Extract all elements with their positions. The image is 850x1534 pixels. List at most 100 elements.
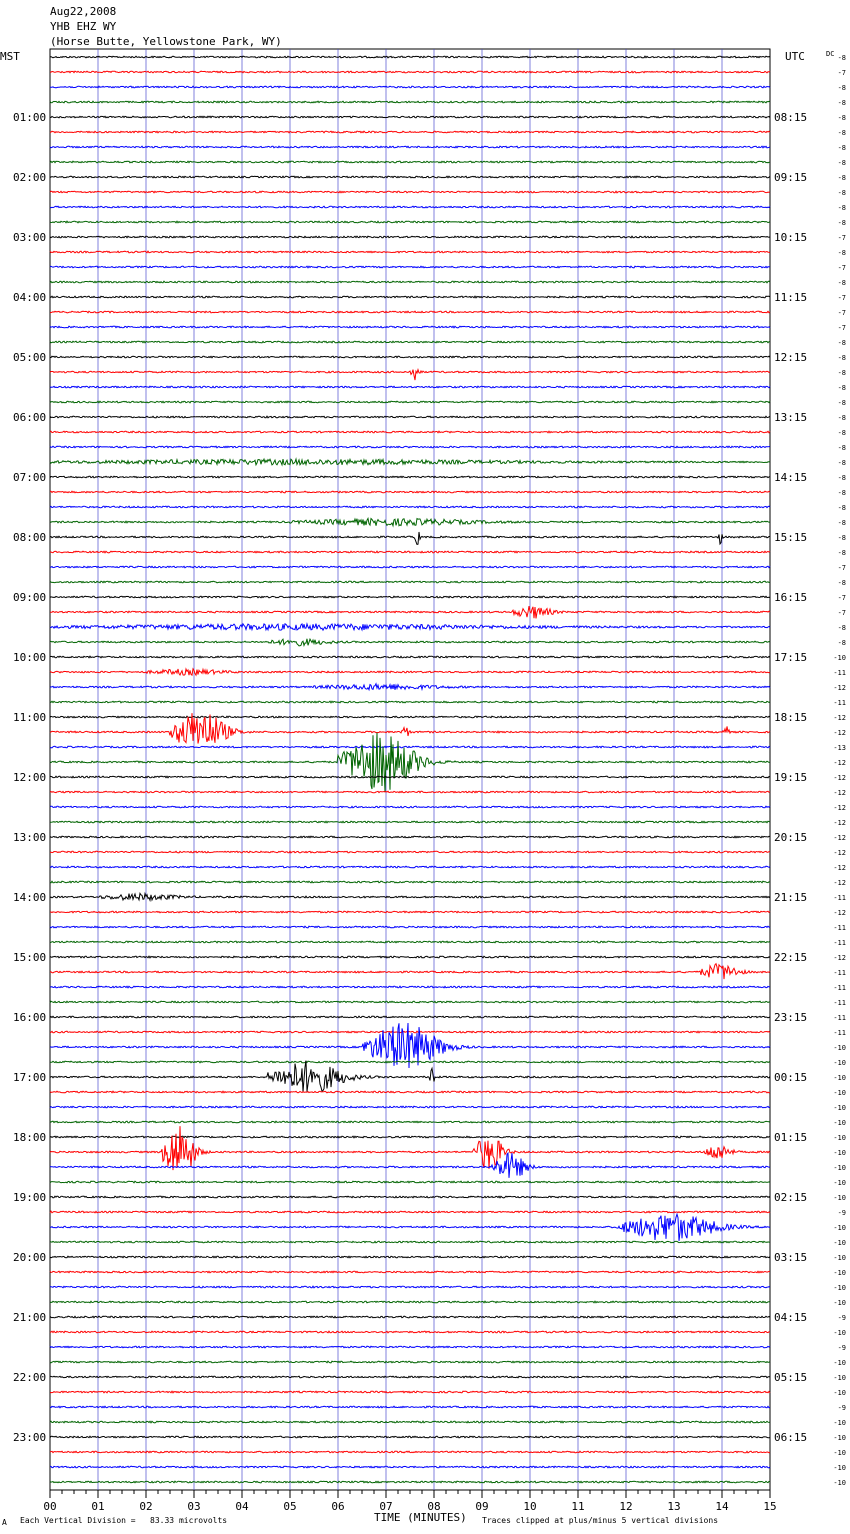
dc-offset-label: -10 bbox=[833, 1449, 846, 1457]
dc-offset-label: -8 bbox=[838, 339, 846, 347]
dc-offset-label: -7 bbox=[838, 594, 846, 602]
trace-row-85 bbox=[49, 1330, 770, 1334]
trace-row-62 bbox=[49, 985, 770, 989]
right-timezone-label: UTC bbox=[785, 50, 805, 63]
hour-label-left: 04:00 bbox=[13, 291, 46, 304]
trace-row-78 bbox=[50, 1212, 771, 1241]
dc-offset-label: -12 bbox=[833, 819, 846, 827]
plot-grid bbox=[49, 48, 771, 1491]
dc-offset-label: -13 bbox=[833, 744, 846, 752]
dc-offset-label: -10 bbox=[833, 1134, 846, 1142]
dc-offset-label: -8 bbox=[838, 639, 846, 647]
dc-offset-label: -8 bbox=[838, 204, 846, 212]
dc-offset-label: -11 bbox=[833, 969, 846, 977]
dc-offset-label: -10 bbox=[833, 1239, 846, 1247]
dc-offset-label: -10 bbox=[833, 1074, 846, 1082]
dc-offset-label: -9 bbox=[838, 1314, 846, 1322]
trace-row-36 bbox=[49, 595, 771, 599]
corner-mark: A bbox=[2, 1518, 7, 1527]
trace-row-29 bbox=[49, 490, 771, 494]
dc-offset-label: -10 bbox=[833, 1179, 846, 1187]
trace-row-2 bbox=[49, 85, 771, 89]
trace-row-61 bbox=[49, 962, 771, 980]
dc-offset-label: -8 bbox=[838, 279, 846, 287]
hour-label-left: 17:00 bbox=[13, 1071, 46, 1084]
dc-offset-label: -10 bbox=[833, 1464, 846, 1472]
hour-label-left: 23:00 bbox=[13, 1431, 46, 1444]
trace-row-76 bbox=[49, 1195, 771, 1199]
trace-row-92 bbox=[49, 1435, 771, 1439]
dc-offset-label: -8 bbox=[838, 459, 846, 467]
dc-offset-label: -7 bbox=[838, 309, 846, 317]
trace-row-63 bbox=[49, 1000, 771, 1004]
trace-row-70 bbox=[49, 1105, 771, 1109]
trace-row-16 bbox=[49, 295, 771, 299]
dc-offset-label: -12 bbox=[833, 729, 846, 737]
trace-row-74 bbox=[49, 1151, 771, 1178]
dc-offset-label: -7 bbox=[838, 609, 846, 617]
trace-row-75 bbox=[49, 1180, 771, 1184]
dc-offset-label: -7 bbox=[838, 69, 846, 77]
hour-label-right: 10:15 bbox=[774, 231, 807, 244]
dc-offset-label: -10 bbox=[833, 1044, 846, 1052]
trace-row-91 bbox=[49, 1420, 771, 1424]
dc-offset-label: -8 bbox=[838, 84, 846, 92]
dc-offset-label: -8 bbox=[838, 579, 846, 587]
x-tick-label: 15 bbox=[763, 1500, 776, 1513]
trace-row-20 bbox=[49, 355, 771, 359]
dc-offset-label: -7 bbox=[838, 564, 846, 572]
dc-label: DC bbox=[826, 50, 834, 58]
dc-offset-label: -10 bbox=[833, 1254, 846, 1262]
hour-label-right: 23:15 bbox=[774, 1011, 807, 1024]
x-tick-label: 14 bbox=[715, 1500, 729, 1513]
trace-row-93 bbox=[49, 1450, 771, 1454]
x-tick-label: 13 bbox=[667, 1500, 680, 1513]
trace-row-60 bbox=[49, 955, 771, 959]
hour-label-left: 09:00 bbox=[13, 591, 46, 604]
dc-offset-label: -8 bbox=[838, 414, 846, 422]
trace-row-19 bbox=[49, 340, 771, 344]
trace-row-25 bbox=[49, 430, 771, 434]
trace-row-8 bbox=[49, 175, 771, 179]
trace-row-0 bbox=[49, 55, 771, 59]
dc-offset-label: -10 bbox=[833, 1119, 846, 1127]
trace-row-26 bbox=[49, 445, 771, 449]
x-axis-title: TIME (MINUTES) bbox=[374, 1511, 467, 1524]
x-tick-label: 11 bbox=[571, 1500, 584, 1513]
dc-offset-label: -10 bbox=[833, 1194, 846, 1202]
hour-label-left: 22:00 bbox=[13, 1371, 46, 1384]
dc-offset-label: -11 bbox=[833, 894, 846, 902]
trace-row-51 bbox=[50, 820, 771, 824]
hour-label-right: 22:15 bbox=[774, 951, 807, 964]
trace-row-57 bbox=[50, 910, 771, 914]
dc-offset-label: -10 bbox=[833, 1389, 846, 1397]
plot-frame bbox=[49, 48, 771, 1491]
hour-label-left: 07:00 bbox=[13, 471, 46, 484]
dc-offset-label: -10 bbox=[833, 1149, 846, 1157]
dc-offset-label: -9 bbox=[838, 1344, 846, 1352]
scale-note: Each Vertical Division = 83.33 microvolt… bbox=[20, 1516, 228, 1525]
trace-row-3 bbox=[49, 100, 771, 104]
dc-offset-label: -7 bbox=[838, 234, 846, 242]
trace-row-22 bbox=[49, 385, 771, 389]
dc-offset-label: -8 bbox=[838, 159, 846, 167]
dc-offset-label: -8 bbox=[838, 54, 846, 62]
dc-offset-label: -8 bbox=[838, 429, 846, 437]
trace-row-28 bbox=[49, 475, 771, 479]
trace-row-66 bbox=[49, 1022, 771, 1069]
hour-label-left: 06:00 bbox=[13, 411, 46, 424]
hour-label-right: 09:15 bbox=[774, 171, 807, 184]
x-tick-label: 07 bbox=[379, 1500, 392, 1513]
hour-label-left: 02:00 bbox=[13, 171, 46, 184]
trace-row-73 bbox=[49, 1126, 771, 1171]
trace-row-80 bbox=[49, 1255, 771, 1259]
trace-row-15 bbox=[49, 280, 771, 284]
dc-offset-label: -12 bbox=[833, 759, 846, 767]
hour-label-right: 03:15 bbox=[774, 1251, 807, 1264]
hour-label-right: 13:15 bbox=[774, 411, 807, 424]
hour-label-right: 01:15 bbox=[774, 1131, 807, 1144]
x-tick-label: 01 bbox=[91, 1500, 104, 1513]
dc-offset-label: -8 bbox=[838, 549, 846, 557]
hour-label-left: 03:00 bbox=[13, 231, 46, 244]
dc-offset-label: -10 bbox=[833, 1299, 846, 1307]
